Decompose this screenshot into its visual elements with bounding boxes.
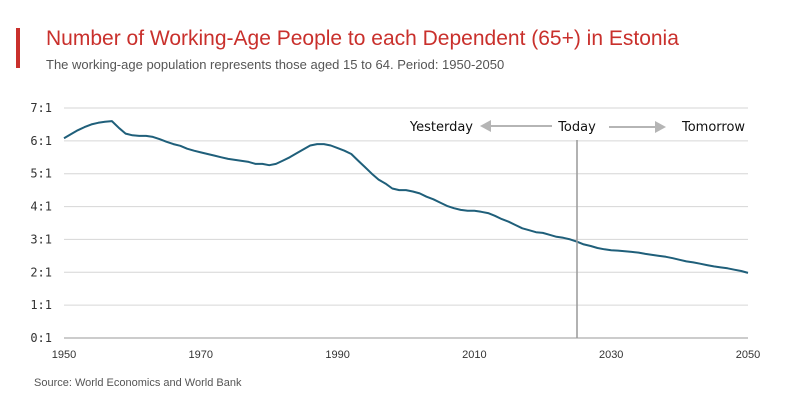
x-axis-tick-labels: 1950 1970 1990 2010 2030 2050	[52, 349, 760, 361]
y-axis-tick-labels: 0:1 1:1 2:1 3:1 4:1 5:1 6:1 7:1	[30, 101, 52, 345]
series-layer	[63, 120, 749, 274]
title-accent-bar	[16, 28, 20, 68]
y-tick-label: 3:1	[30, 232, 52, 246]
y-tick-label: 7:1	[30, 101, 52, 115]
x-tick-label: 1970	[189, 349, 213, 361]
y-tick-label: 5:1	[30, 167, 52, 181]
y-tick-label: 4:1	[30, 200, 52, 214]
source-note: Source: World Economics and World Bank	[34, 377, 242, 389]
chart-title: Number of Working-Age People to each Dep…	[46, 27, 679, 50]
y-tick-label: 6:1	[30, 134, 52, 148]
left-arrow-icon	[480, 120, 552, 132]
annotations: Yesterday Today Tomorrow	[409, 120, 745, 338]
x-tick-label: 2030	[599, 349, 623, 361]
x-tick-label: 2050	[736, 349, 760, 361]
annotation-yesterday: Yesterday	[409, 120, 473, 135]
x-tick-label: 1990	[325, 349, 349, 361]
series-line	[63, 120, 749, 274]
x-tick-label: 1950	[52, 349, 76, 361]
y-tick-label: 0:1	[30, 331, 52, 345]
right-arrow-icon	[609, 121, 666, 133]
x-tick-label: 2010	[462, 349, 486, 361]
y-tick-label: 1:1	[30, 298, 52, 312]
gridlines	[64, 107, 748, 306]
annotation-today: Today	[557, 120, 596, 135]
chart-subtitle: The working-age population represents th…	[46, 57, 505, 72]
y-tick-label: 2:1	[30, 265, 52, 279]
annotation-tomorrow: Tomorrow	[681, 120, 745, 135]
